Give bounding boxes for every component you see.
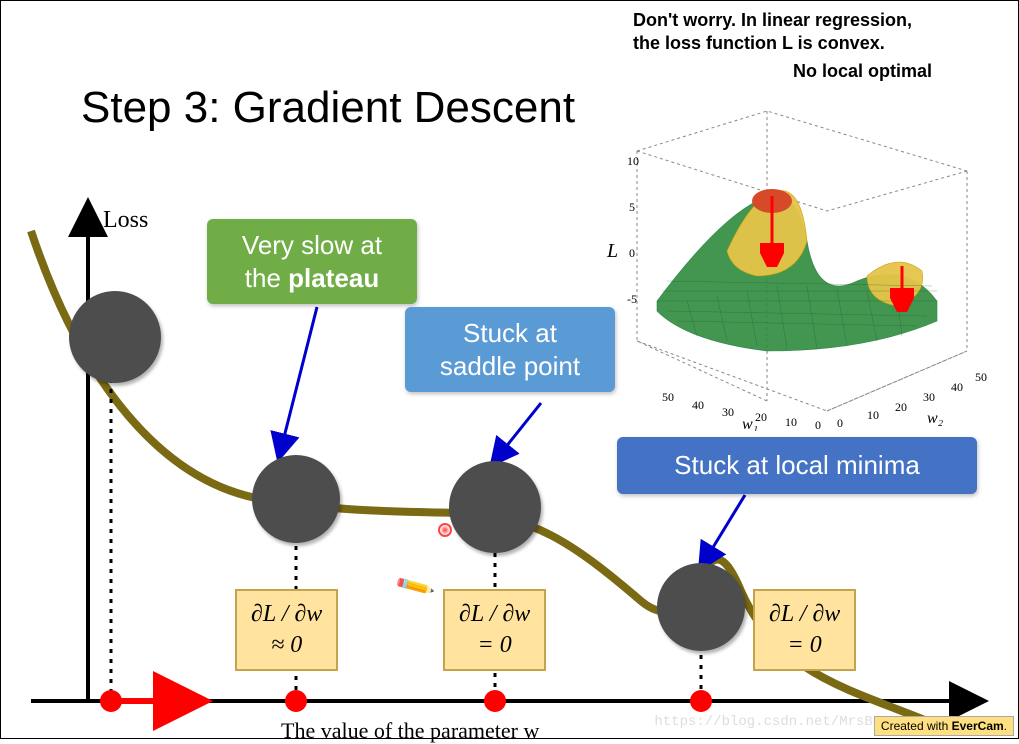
watermark: https://blog.csdn.net/MrsBest (654, 714, 898, 730)
gradient-ball (449, 461, 541, 553)
axis-red-dot (690, 690, 712, 712)
svg-text:10: 10 (867, 408, 879, 422)
svg-text:0: 0 (837, 416, 843, 430)
x-axis-label: The value of the parameter w (281, 718, 539, 744)
axis-red-dot (100, 690, 122, 712)
surface-L-label: L (606, 240, 618, 262)
svg-text:0: 0 (815, 418, 821, 431)
svg-text:5: 5 (629, 200, 635, 214)
gradient-ball (252, 455, 340, 543)
derivative-formula: ∂L / ∂w= 0 (753, 589, 856, 671)
derivative-formula: ∂L / ∂w≈ 0 (235, 589, 338, 671)
axis-red-dot (484, 690, 506, 712)
svg-text:10: 10 (627, 154, 639, 168)
surface-w2-label: w₂ (927, 410, 944, 427)
svg-text:10: 10 (785, 415, 797, 429)
callout-saddle-l1: Stuck at (463, 318, 557, 348)
gradient-ball (69, 291, 161, 383)
evercam-badge: Created with EverCam. (874, 716, 1014, 736)
callout-plateau: Very slow at the plateau (207, 219, 417, 304)
svg-text:40: 40 (692, 398, 704, 412)
derivative-formula: ∂L / ∂w= 0 (443, 589, 546, 671)
gradient-ball (657, 563, 745, 651)
svg-text:50: 50 (662, 390, 674, 404)
callout-saddle-l2: saddle point (440, 351, 580, 381)
svg-text:30: 30 (923, 390, 935, 404)
callout-plateau-l1: Very slow at (242, 230, 382, 260)
callout-plateau-prefix: the (245, 263, 288, 293)
svg-text:30: 30 (722, 405, 734, 419)
svg-text:40: 40 (951, 380, 963, 394)
svg-text:0: 0 (629, 246, 635, 260)
svg-text:20: 20 (895, 400, 907, 414)
svg-text:-5: -5 (627, 292, 637, 306)
axis-red-dot (285, 690, 307, 712)
callout-localmin: Stuck at local minima (617, 437, 977, 494)
callout-plateau-bold: plateau (288, 263, 379, 293)
laser-pointer (438, 523, 452, 537)
slide: Don't worry. In linear regression, the l… (0, 0, 1019, 739)
surface-w1-label: w₁ (742, 416, 758, 431)
evercam-text: Created with EverCam. (881, 719, 1007, 733)
surface-3d: 105 0-5 5040 3020 100 010 2030 4050 L w₁… (567, 101, 1007, 431)
svg-text:50: 50 (975, 370, 987, 384)
